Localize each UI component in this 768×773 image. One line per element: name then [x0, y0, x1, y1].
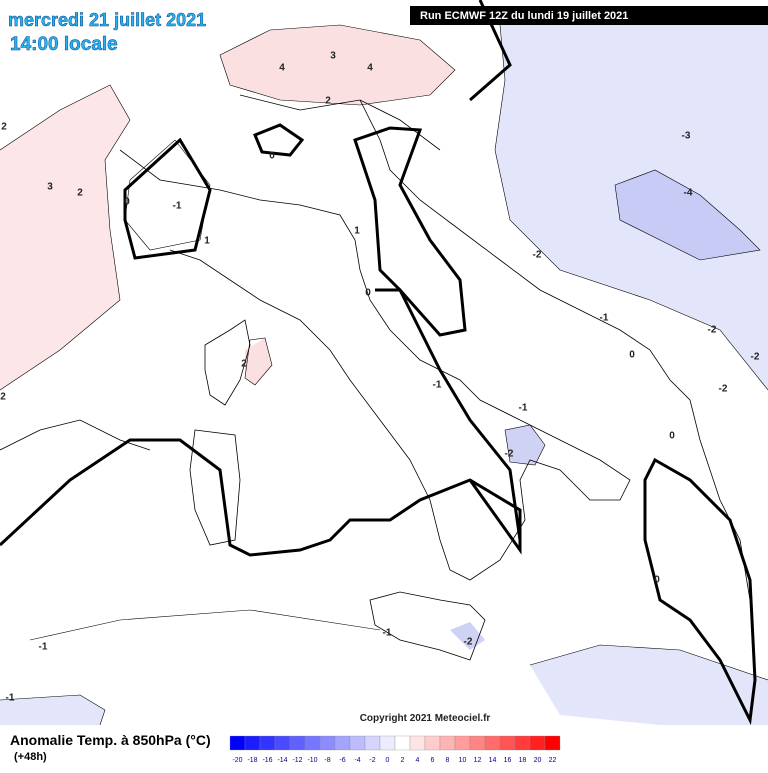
contour-label: -4 [684, 188, 693, 199]
contour-label: -2 [751, 352, 760, 363]
contour-label: 4 [279, 63, 285, 74]
contour-label: 4 [367, 63, 373, 74]
scale-label: -10 [307, 757, 317, 764]
contour-label: -1 [6, 693, 15, 704]
anomaly-fill [0, 25, 768, 725]
contour-label: 0 [124, 197, 130, 208]
scale-cell [274, 735, 291, 751]
legend-subtitle: (+48h) [14, 751, 47, 763]
contour-labels: 3 4 4 2 0 2 3 2 0 -1 1 1 0 2 2 -1 -1 -2 -3 -4 -2 -1 -2 -2 -2 0 0 0 -… [0, 51, 760, 704]
scale-label: -2 [369, 757, 375, 764]
zero-contours [0, 0, 757, 726]
contour-label: -2 [708, 325, 717, 336]
contour-label: -2 [533, 250, 542, 261]
contour-label: 1 [354, 226, 360, 237]
scale-cell [529, 735, 546, 751]
scale-label: 2 [401, 757, 405, 764]
contour-label: 2 [1, 122, 7, 133]
scale-cell [484, 735, 501, 751]
contour-label: 2 [0, 392, 6, 403]
scale-cell [379, 735, 396, 751]
scale-cell [409, 735, 426, 751]
color-scale: -20 -18 -16 -14 -12 -10 -8 -6 -4 -2 0 2 4 6 8 10 12 14 16 1… [229, 735, 561, 764]
scale-cell [349, 735, 366, 751]
contour-label: 0 [669, 431, 675, 442]
contour-label: -1 [173, 201, 182, 212]
scale-label: -16 [262, 757, 272, 764]
scale-cell [439, 735, 456, 751]
run-bar [410, 6, 768, 25]
scale-label: 14 [489, 757, 497, 764]
contour-label: -2 [505, 449, 514, 460]
scale-label: 12 [474, 757, 482, 764]
scale-cell [469, 735, 486, 751]
scale-cell [229, 735, 246, 751]
time: 14:00 locale [10, 34, 118, 55]
scale-label: 10 [459, 757, 467, 764]
scale-label: -6 [339, 757, 345, 764]
contour-label: 3 [47, 182, 53, 193]
scale-cell [304, 735, 321, 751]
contour-label: -2 [464, 637, 473, 648]
scale-label: -8 [324, 757, 330, 764]
thin-contours [0, 24, 768, 726]
contour-label: -1 [383, 628, 392, 639]
contour-label: -2 [719, 384, 728, 395]
scale-cell [289, 735, 306, 751]
scale-label: -14 [277, 757, 287, 764]
scale-label: -12 [292, 757, 302, 764]
scale-cell [334, 735, 351, 751]
run-info: Run ECMWF 12Z du lundi 19 juillet 2021 [420, 10, 628, 22]
scale-cell [244, 735, 261, 751]
contour-label: 2 [77, 188, 83, 199]
coastlines [0, 94, 751, 661]
scale-cell [319, 735, 336, 751]
contour-label: -1 [39, 642, 48, 653]
scale-cell [364, 735, 381, 751]
contour-label: -1 [600, 313, 609, 324]
scale-label: -4 [354, 757, 360, 764]
contour-label: 0 [269, 151, 275, 162]
contour-label: 2 [241, 359, 247, 370]
scale-cell [424, 735, 441, 751]
scale-label: 4 [416, 757, 420, 764]
scale-cell [454, 735, 471, 751]
copyright: Copyright 2021 Meteociel.fr [360, 713, 491, 724]
scale-label: 20 [534, 757, 542, 764]
scale-label: 8 [446, 757, 450, 764]
scale-cell [499, 735, 516, 751]
scale-cell [514, 735, 531, 751]
date: mercredi 21 juillet 2021 [8, 10, 206, 30]
contour-label: -1 [519, 403, 528, 414]
contour-label: -3 [682, 131, 691, 142]
scale-label: 6 [431, 757, 435, 764]
scale-label: -18 [247, 757, 257, 764]
scale-label: 18 [519, 757, 527, 764]
contour-label: 0 [629, 350, 635, 361]
scale-cell [259, 735, 276, 751]
legend-title: Anomalie Temp. à 850hPa (°C) [10, 732, 211, 748]
contour-label: 1 [204, 236, 210, 247]
scale-label: 16 [504, 757, 512, 764]
scale-label: 0 [386, 757, 390, 764]
scale-label: -20 [232, 757, 242, 764]
contour-label: 0 [654, 575, 660, 586]
scale-cell [394, 735, 411, 751]
contour-label: 2 [325, 96, 331, 107]
scale-cell [544, 735, 561, 751]
contour-label: -1 [433, 380, 442, 391]
contour-label: 3 [330, 51, 336, 62]
scale-label: 22 [549, 757, 557, 764]
contour-label: 0 [365, 288, 371, 299]
